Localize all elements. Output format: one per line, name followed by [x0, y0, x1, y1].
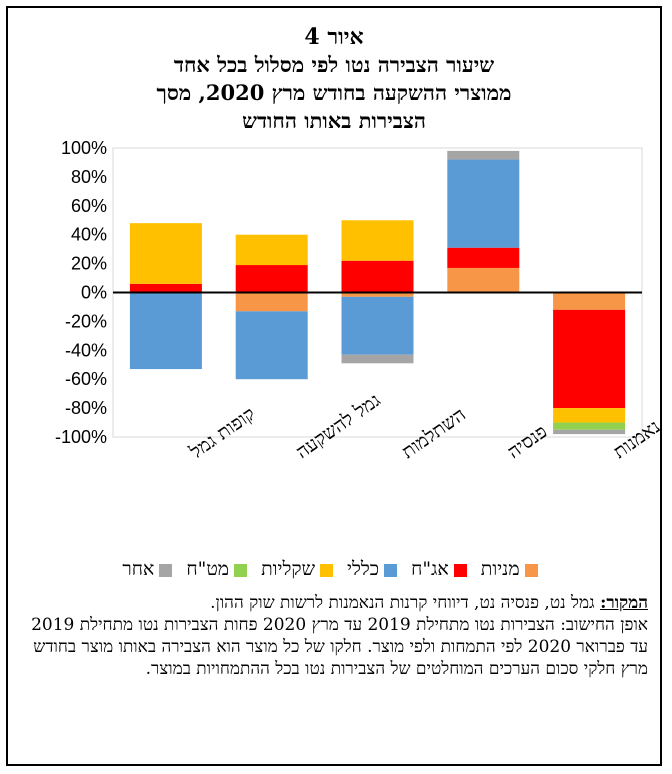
y-tick-label: -20% — [65, 311, 107, 331]
y-tick-label: 100% — [61, 138, 107, 158]
y-tick-label: 60% — [71, 196, 107, 216]
y-tick-label: -80% — [65, 398, 107, 418]
bar-segment — [341, 260, 414, 293]
legend-swatch — [159, 563, 173, 577]
legend-swatch — [384, 563, 398, 577]
chart-legend: מניות אג"ח כללי שקליות מט"ח אחר — [10, 558, 650, 581]
bar-segment — [447, 159, 520, 248]
y-tick-label: -60% — [65, 369, 107, 389]
chart-title-line-1: שיעור הצבירה נטו לפי מסלול בכל אחד — [173, 52, 495, 77]
bar-segment — [341, 296, 414, 355]
bar-segment — [341, 220, 414, 261]
bar-segment — [447, 267, 520, 293]
chart-title-line-2: ממוצרי ההשקעה בחודש מרץ 2020, מסך — [156, 80, 512, 105]
legend-label: מט"ח — [186, 558, 230, 580]
legend-item: אג"ח — [411, 558, 467, 581]
y-tick-label: -40% — [65, 340, 107, 360]
source-note: המקור: גמל נט, פנסיה נט, דיווחי קרנות הנ… — [18, 592, 648, 614]
chart-title-line-3: הצבירות באותו החודש — [242, 108, 426, 133]
stacked-bar-chart: -100% -80% -60% -40% -20% 0% 20% 40% 60% 80% 100% ק… — [55, 138, 664, 464]
bar-segment — [235, 265, 308, 293]
legend-swatch — [524, 563, 538, 577]
x-category-label: פנסיה — [504, 420, 552, 463]
legend-label: אחר — [122, 558, 155, 580]
bar-segment — [447, 247, 520, 268]
y-tick-label: -100% — [55, 427, 107, 447]
legend-label: מניות — [480, 558, 520, 580]
bar-segment — [553, 292, 626, 310]
x-category-label: גמל להשקעה — [292, 389, 385, 463]
bar-segment — [341, 354, 414, 364]
y-tick-label: 40% — [71, 225, 107, 245]
legend-label: כללי — [347, 558, 380, 580]
bar-segment — [553, 422, 626, 430]
legend-item: שקליות — [261, 558, 334, 581]
y-tick-label: 80% — [71, 167, 107, 187]
bar-segment — [553, 408, 626, 423]
legend-item: אחר — [122, 558, 173, 581]
bar-segment — [341, 292, 414, 297]
bar-segment — [129, 223, 202, 284]
bar-segment — [553, 429, 626, 435]
legend-swatch — [234, 563, 248, 577]
legend-item: כללי — [347, 558, 398, 581]
y-tick-label: 20% — [71, 254, 107, 274]
x-category-label: השתלמות — [398, 403, 470, 463]
bar-segment — [129, 283, 202, 293]
legend-item: מניות — [481, 558, 538, 581]
figure-label: איור 4 — [304, 24, 364, 50]
bar-segment — [235, 234, 308, 266]
legend-label: אג"ח — [411, 558, 449, 580]
bar-segment — [235, 311, 308, 380]
bar-segment — [447, 150, 520, 160]
legend-item: מט"ח — [186, 558, 248, 581]
bar-segment — [129, 292, 202, 370]
figure-frame: איור 4 שיעור הצבירה נטו לפי מסלול בכל אח… — [6, 6, 662, 766]
method-note: אופן החישוב: הצבירות נטו מתחילת 2019 עד … — [31, 615, 648, 679]
legend-swatch — [320, 563, 334, 577]
x-category-label: קופות גמל — [185, 403, 259, 464]
source-text: גמל נט, פנסיה נט, דיווחי קרנות הנאמנות ל… — [210, 593, 601, 613]
figure-notes: המקור: גמל נט, פנסיה נט, דיווחי קרנות הנ… — [18, 592, 648, 680]
legend-swatch — [453, 563, 467, 577]
bar-segment — [553, 309, 626, 409]
bar-segment — [235, 292, 308, 312]
legend-label: שקליות — [261, 558, 316, 580]
y-tick-label: 0% — [81, 283, 107, 303]
source-label: המקור: — [600, 593, 648, 613]
